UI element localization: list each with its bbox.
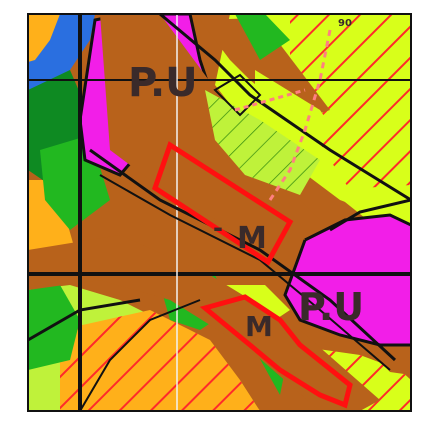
road-line-right bbox=[329, 198, 411, 232]
road-line-diagonal-b bbox=[99, 174, 391, 371]
road-line-diagonal-a bbox=[89, 148, 397, 362]
green-zone-lower-left bbox=[28, 285, 80, 370]
label-small-number: 90 bbox=[338, 18, 352, 29]
dashed-boundary-line bbox=[268, 29, 332, 201]
label-pu-top: P.U bbox=[128, 60, 198, 106]
lime-zone-upper-right-hatch bbox=[290, 14, 411, 215]
label-pu-right: P.U bbox=[298, 285, 364, 329]
highlighted-parcel-upper[interactable] bbox=[151, 141, 294, 266]
label-m-lower: M bbox=[245, 310, 273, 343]
highlighted-parcel-lower[interactable] bbox=[199, 294, 353, 409]
yellow-area-upper-mid bbox=[255, 70, 330, 130]
road-line-lower-curve bbox=[79, 299, 201, 411]
brown-road-lower bbox=[28, 235, 380, 411]
brown-triangle-upper bbox=[200, 18, 330, 120]
brown-zone-lower-right bbox=[370, 350, 411, 375]
road-line-upper-small bbox=[213, 73, 262, 117]
road-line-diagonal-c bbox=[159, 14, 411, 202]
orange-zone-lower-hatch bbox=[60, 310, 260, 411]
road-line-lower-left bbox=[28, 298, 141, 342]
label-m-center: M bbox=[237, 221, 267, 256]
map-border bbox=[27, 13, 412, 412]
dashed-boundary-line-2 bbox=[234, 88, 306, 112]
magenta-pu-zone-right bbox=[285, 215, 411, 345]
label-minus: - bbox=[213, 214, 223, 242]
green-strip-upper bbox=[235, 14, 290, 60]
orange-area-topleft bbox=[28, 14, 60, 62]
magenta-pu-zone-right-outline bbox=[283, 213, 411, 347]
